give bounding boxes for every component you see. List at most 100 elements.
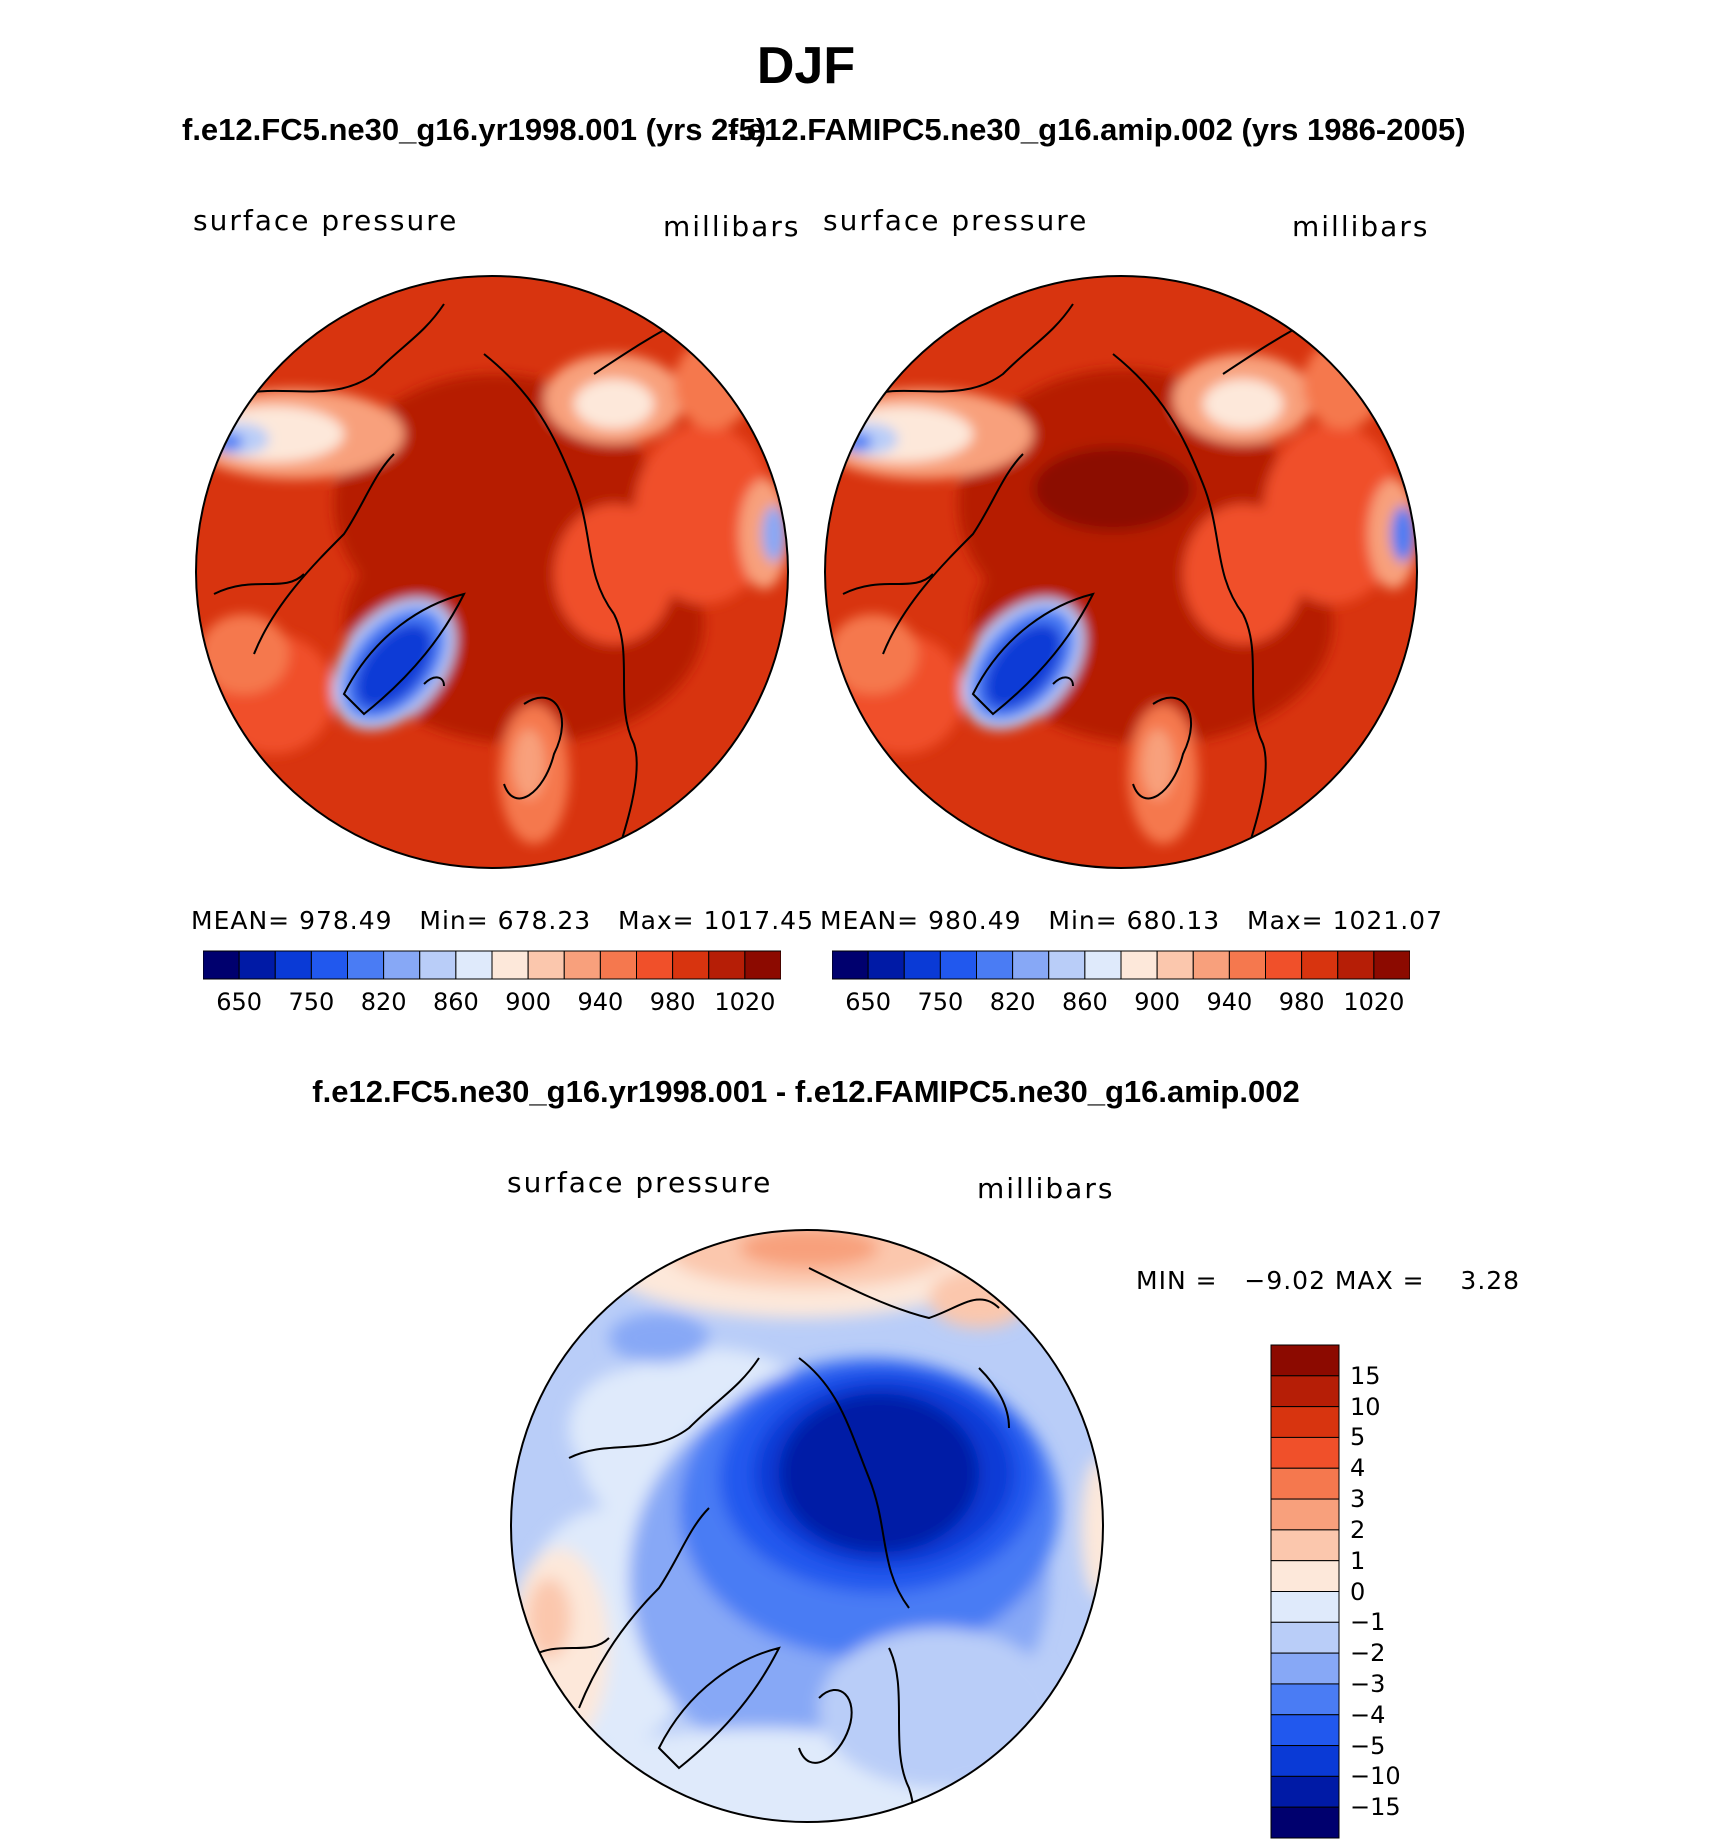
panel1-colorbar-tick-label: 750 bbox=[288, 988, 335, 1016]
difference-colorbar-tick-label: 5 bbox=[1350, 1423, 1366, 1452]
difference-colorbar-tick-label: −1 bbox=[1350, 1608, 1386, 1637]
panel1-max-value: 1017.45 bbox=[703, 906, 814, 935]
difference-colorbar-tick-label: 3 bbox=[1350, 1485, 1366, 1514]
panel2-colorbar-tick-label: 900 bbox=[1134, 988, 1181, 1016]
panel1-colorbar-swatch bbox=[238, 950, 276, 980]
panel1-colorbar-swatch bbox=[274, 950, 312, 980]
panel1-min-value: 678.23 bbox=[497, 906, 592, 935]
panel2-colorbar-swatch bbox=[1337, 950, 1375, 980]
panel2-colorbar-swatch bbox=[1373, 950, 1410, 980]
panel2-colorbar-tick-label: 980 bbox=[1278, 988, 1325, 1016]
panel2-min-label: Min= bbox=[1048, 906, 1118, 935]
panel1-polar-map bbox=[195, 275, 789, 869]
main-title: DJF bbox=[756, 37, 856, 95]
difference-colorbar-tick-label: −15 bbox=[1350, 1793, 1401, 1822]
difference-units-label: millibars bbox=[977, 1172, 1115, 1205]
difference-colorbar-swatch bbox=[1270, 1436, 1340, 1469]
panel2-mean-label: MEAN= bbox=[820, 906, 920, 935]
panel2-mean-value: 980.49 bbox=[928, 906, 1022, 935]
panel1-colorbar-tick-label: 1020 bbox=[714, 988, 776, 1016]
panel1-mean-value: 978.49 bbox=[299, 906, 393, 935]
panel1-colorbar-swatch bbox=[527, 950, 565, 980]
panel1-variable-label: surface pressure bbox=[193, 204, 459, 237]
difference-colorbar-tick-label: −4 bbox=[1350, 1700, 1386, 1729]
panel1-colorbar-swatch bbox=[310, 950, 348, 980]
panel1-colorbar-tick-label: 980 bbox=[649, 988, 696, 1016]
panel2-colorbar-swatch bbox=[903, 950, 941, 980]
difference-colorbar-swatch bbox=[1270, 1775, 1340, 1808]
difference-colorbar-swatch bbox=[1270, 1714, 1340, 1747]
panel1-colorbar-swatch bbox=[636, 950, 674, 980]
panel2-case-title: f.e12.FAMIPC5.ne30_g16.amip.002 (yrs 198… bbox=[728, 112, 1466, 147]
difference-polar-map bbox=[510, 1229, 1104, 1823]
panel2-max-label: Max= bbox=[1247, 906, 1324, 935]
difference-colorbar-swatch bbox=[1270, 1652, 1340, 1685]
panel2-colorbar-tick-label: 820 bbox=[989, 988, 1036, 1016]
difference-title: f.e12.FC5.ne30_g16.yr1998.001 - f.e12.FA… bbox=[312, 1074, 1300, 1109]
panel2-units-label: millibars bbox=[1292, 210, 1430, 243]
panel1-colorbar-labels: 650 750 820 860 900 940 980 1020 bbox=[203, 988, 781, 1018]
panel1-colorbar-swatch bbox=[455, 950, 493, 980]
panel2-colorbar-swatch bbox=[867, 950, 905, 980]
difference-colorbar-tick-label: 2 bbox=[1350, 1515, 1366, 1544]
panel1-colorbar-swatch bbox=[563, 950, 601, 980]
panel2-max-value: 1021.07 bbox=[1332, 906, 1443, 935]
difference-min-max: MIN = −9.02 MAX = 3.28 bbox=[1136, 1266, 1521, 1295]
panel2-min-value: 680.13 bbox=[1126, 906, 1221, 935]
panel2-colorbar-swatch bbox=[832, 950, 869, 980]
panel2-colorbar-swatch bbox=[1228, 950, 1266, 980]
panel1-colorbar-swatch bbox=[491, 950, 529, 980]
panel2-colorbar-swatch bbox=[1265, 950, 1303, 980]
panel1-colorbar-swatch bbox=[672, 950, 710, 980]
panel2-colorbar-swatch bbox=[1156, 950, 1194, 980]
panel2-colorbar-swatch bbox=[939, 950, 977, 980]
panel2-colorbar-tick-label: 860 bbox=[1061, 988, 1108, 1016]
panel1-colorbar-tick-label: 860 bbox=[432, 988, 479, 1016]
difference-colorbar-tick-label: −10 bbox=[1350, 1762, 1401, 1791]
panel1-colorbar-tick-label: 820 bbox=[360, 988, 407, 1016]
panel2-colorbar-swatch bbox=[1301, 950, 1339, 980]
difference-colorbar-tick-label: 15 bbox=[1350, 1361, 1381, 1390]
difference-colorbar-swatch bbox=[1270, 1467, 1340, 1500]
difference-colorbar-swatch bbox=[1270, 1806, 1340, 1839]
panel2-stats: MEAN= 980.49 Min= 680.13 Max= 1021.07 bbox=[820, 906, 1443, 935]
panel1-colorbar-swatch bbox=[383, 950, 421, 980]
difference-colorbar-swatch bbox=[1270, 1591, 1340, 1623]
panel1-colorbar-swatch bbox=[599, 950, 637, 980]
panel2-colorbar-swatch bbox=[1120, 950, 1158, 980]
difference-colorbar-swatch bbox=[1270, 1375, 1340, 1408]
panel1-stats: MEAN= 978.49 Min= 678.23 Max= 1017.45 bbox=[191, 906, 814, 935]
panel2-colorbar-tick-label: 650 bbox=[845, 988, 892, 1016]
difference-colorbar-swatch bbox=[1270, 1406, 1340, 1438]
difference-colorbar-tick-label: −2 bbox=[1350, 1639, 1386, 1668]
difference-colorbar-tick-label: −3 bbox=[1350, 1669, 1386, 1698]
panel1-max-label: Max= bbox=[618, 906, 695, 935]
panel1-colorbar bbox=[203, 950, 781, 980]
panel1-colorbar-tick-label: 940 bbox=[577, 988, 624, 1016]
panel2-colorbar-tick-label: 750 bbox=[917, 988, 964, 1016]
difference-colorbar-swatch bbox=[1270, 1529, 1340, 1562]
panel1-case-title: f.e12.FC5.ne30_g16.yr1998.001 (yrs 2-5) bbox=[182, 112, 767, 147]
difference-colorbar-tick-label: 4 bbox=[1350, 1454, 1366, 1483]
panel1-units-label: millibars bbox=[663, 210, 801, 243]
panel2-colorbar bbox=[832, 950, 1410, 980]
panel1-colorbar-tick-label: 650 bbox=[216, 988, 263, 1016]
panel1-colorbar-swatch bbox=[203, 950, 240, 980]
panel2-colorbar-swatch bbox=[1048, 950, 1086, 980]
panel2-polar-map bbox=[824, 275, 1418, 869]
panel2-colorbar-swatch bbox=[1192, 950, 1230, 980]
difference-colorbar bbox=[1270, 1344, 1340, 1839]
panel2-colorbar-swatch bbox=[1084, 950, 1122, 980]
difference-variable-label: surface pressure bbox=[507, 1166, 773, 1199]
difference-colorbar-tick-label: 0 bbox=[1350, 1577, 1366, 1606]
panel2-colorbar-labels: 650 750 820 860 900 940 980 1020 bbox=[832, 988, 1410, 1018]
panel1-mean-label: MEAN= bbox=[191, 906, 291, 935]
panel1-colorbar-tick-label: 900 bbox=[505, 988, 552, 1016]
difference-colorbar-swatch bbox=[1270, 1621, 1340, 1654]
difference-colorbar-tick-label: 1 bbox=[1350, 1546, 1366, 1575]
panel2-colorbar-swatch bbox=[976, 950, 1014, 980]
panel2-colorbar-tick-label: 940 bbox=[1206, 988, 1253, 1016]
difference-colorbar-swatch bbox=[1270, 1498, 1340, 1531]
difference-colorbar-swatch bbox=[1270, 1683, 1340, 1716]
difference-colorbar-swatch bbox=[1270, 1560, 1340, 1592]
